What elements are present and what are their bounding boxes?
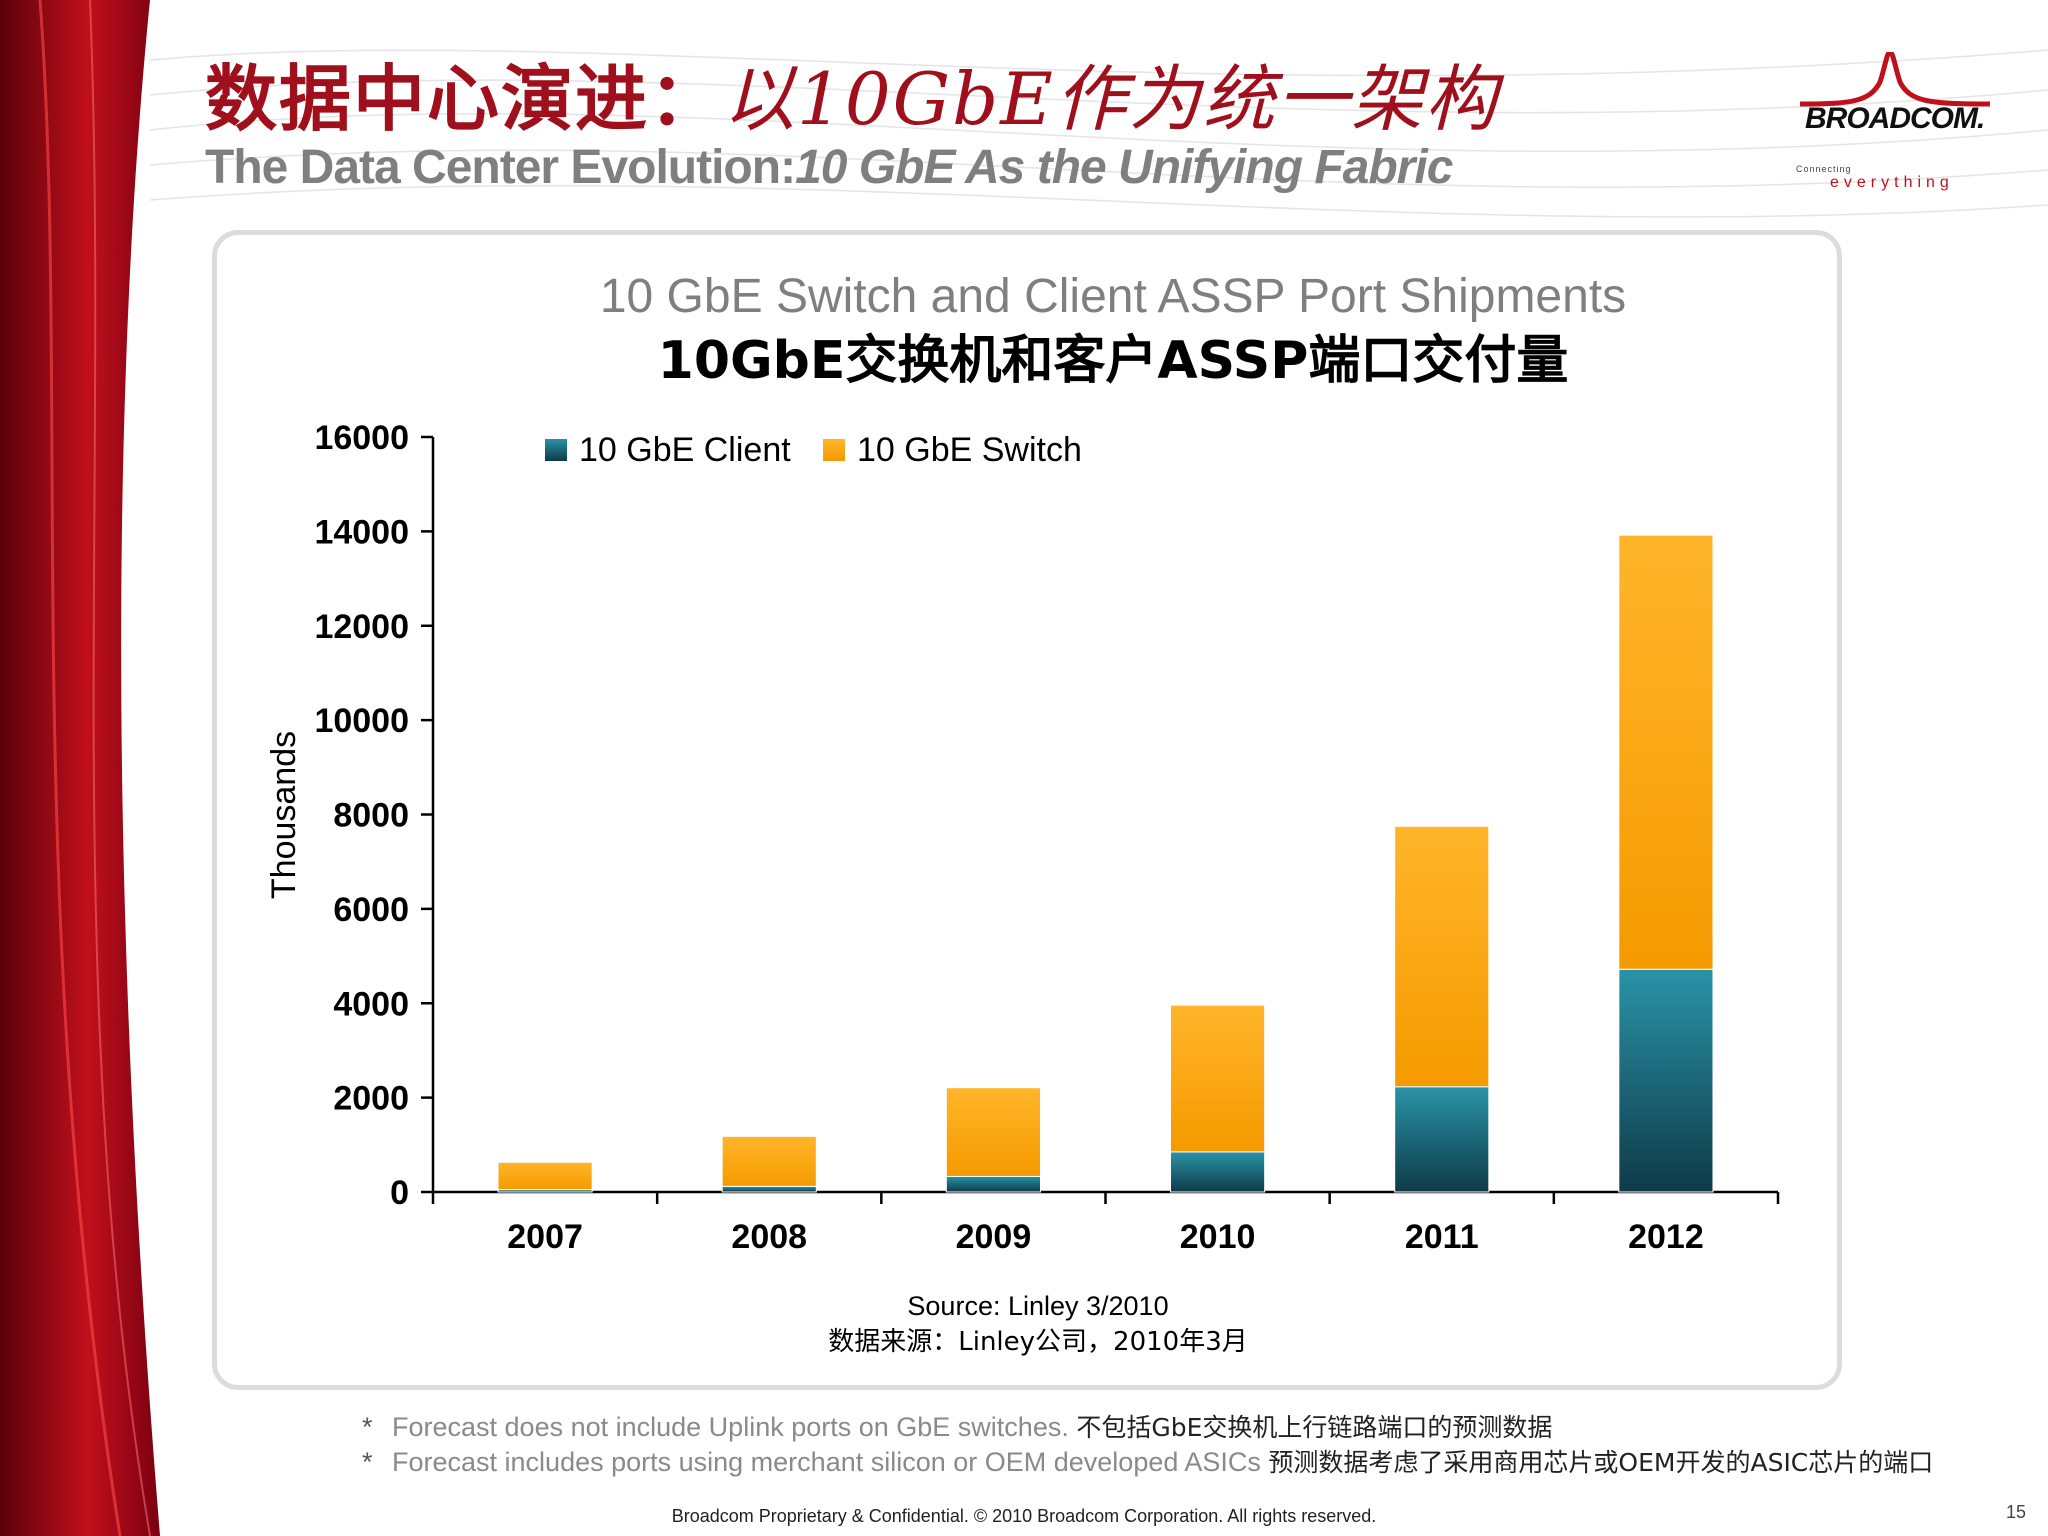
footnote-item: * Forecast includes ports using merchant… <box>362 1445 2002 1480</box>
y-tick-label: 12000 <box>314 608 409 646</box>
y-tick-label: 4000 <box>333 985 409 1023</box>
chart-title: 10 GbE Switch and Client ASSP Port Shipm… <box>600 270 1626 323</box>
x-tick-label: 2012 <box>1628 1218 1704 1256</box>
footnotes: * Forecast does not include Uplink ports… <box>362 1410 2002 1480</box>
y-tick-label: 10000 <box>314 702 409 740</box>
footnote-text-chinese: 不包括GbE交换机上行链路端口的预测数据 <box>1076 1413 1553 1442</box>
footnote-item: * Forecast does not include Uplink ports… <box>362 1410 2002 1445</box>
y-tick-label: 6000 <box>333 891 409 929</box>
logo-tagline-connecting: Connecting <box>1796 164 1852 174</box>
broadcom-logo: BROADCOM. Connecting everything <box>1790 52 2010 202</box>
copyright-footer: Broadcom Proprietary & Confidential. © 2… <box>671 1506 1377 1526</box>
logo-wordmark: BROADCOM. <box>1805 102 1985 135</box>
chart-bars <box>497 534 1714 1193</box>
y-tick-label: 8000 <box>333 797 409 835</box>
legend-label: 10 GbE Switch <box>857 431 1082 469</box>
bar-segment-client <box>721 1185 817 1193</box>
bar-segment-switch <box>721 1135 817 1187</box>
swoosh-highlight <box>89 0 151 1536</box>
x-tick-label: 2008 <box>731 1218 807 1256</box>
chart-panel <box>212 230 1842 1390</box>
x-tick-label: 2009 <box>956 1218 1032 1256</box>
x-tick-label: 2007 <box>507 1218 583 1256</box>
y-tick-label: 16000 <box>314 419 409 457</box>
legend-swatch <box>545 439 567 461</box>
header-wave-lines <box>149 49 2048 218</box>
footnote-marker: * <box>362 1447 373 1477</box>
footnote-text-english: Forecast does not include Uplink ports o… <box>392 1412 1069 1442</box>
legend-swatch <box>823 439 845 461</box>
bar-segment-client <box>1170 1151 1266 1193</box>
bar-segment-client <box>1394 1086 1490 1193</box>
page-number: 15 <box>2005 1502 2026 1522</box>
bar-segment-switch <box>1394 825 1490 1088</box>
legend-label: 10 GbE Client <box>579 431 791 469</box>
bar-segment-switch <box>945 1087 1041 1177</box>
bar-segment-client <box>1618 968 1714 1193</box>
x-tick-label: 2011 <box>1405 1218 1479 1256</box>
slide-title-chinese: 数据中心演进：以10GbE作为统一架构 <box>205 56 1499 141</box>
swoosh-highlight <box>38 0 122 1536</box>
y-tick-label: 0 <box>390 1174 409 1212</box>
chart-subtitle: 10GbE交换机和客户ASSP端口交付量 <box>658 331 1569 391</box>
bar-segment-switch <box>1618 534 1714 970</box>
slide-title-english: The Data Center Evolution:10 GbE As the … <box>205 141 1453 194</box>
chart-axes: 0 2000 4000 6000 8000 10000 12000 14000 16000 200… <box>314 419 1780 1256</box>
bar-segment-switch <box>497 1161 593 1191</box>
bar-segment-client <box>945 1175 1041 1193</box>
chart-source-chinese: 数据来源：Linley公司，2010年3月 <box>828 1327 1248 1357</box>
red-swoosh-shape <box>0 0 160 1536</box>
logo-tagline-everything: everything <box>1830 174 1954 191</box>
chart-source-english: Source: Linley 3/2010 <box>907 1291 1168 1321</box>
y-tick-label: 14000 <box>314 513 409 551</box>
logo-pulse-icon <box>1799 52 1991 107</box>
x-tick-label: 2010 <box>1180 1218 1256 1256</box>
footnote-text-chinese: 预测数据考虑了采用商用芯片或OEM开发的ASIC芯片的端口 <box>1268 1448 1934 1477</box>
chart-legend: 10 GbE Client 10 GbE Switch <box>545 431 1082 469</box>
y-axis-label: Thousands <box>265 731 303 899</box>
bar-segment-switch <box>1170 1004 1266 1153</box>
y-tick-label: 2000 <box>333 1080 409 1118</box>
footnote-text-english: Forecast includes ports using merchant s… <box>392 1447 1261 1477</box>
footnote-marker: * <box>362 1412 373 1442</box>
